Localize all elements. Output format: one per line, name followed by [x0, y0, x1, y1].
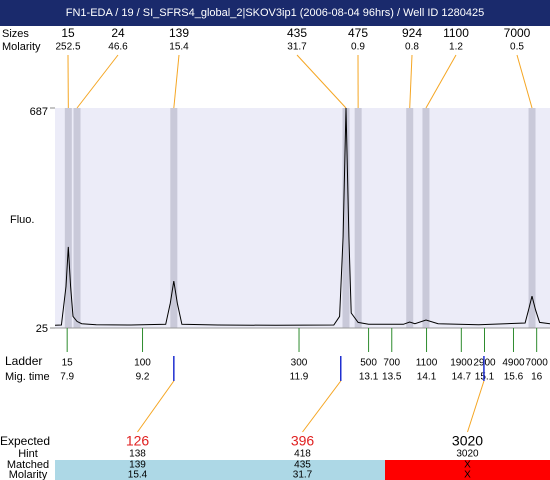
- peak-molarity: 15.4: [169, 42, 189, 53]
- peak-size: 435: [287, 26, 307, 40]
- ladder-size: 7000: [526, 358, 549, 369]
- matched: 435: [294, 460, 311, 471]
- ladder-time: 13.1: [359, 372, 379, 383]
- match-row-bg: [385, 460, 550, 480]
- peak-band: [170, 108, 178, 328]
- molarity: 15.4: [128, 470, 148, 480]
- peak-size: 24: [111, 26, 125, 40]
- peak-size: 1100: [443, 26, 469, 40]
- row-label: Molarity: [9, 469, 48, 480]
- ladder-time: 13.5: [382, 372, 402, 383]
- expected-size: 3020: [452, 433, 483, 449]
- peak-size: 924: [402, 26, 422, 40]
- ladder-time: 11.9: [290, 372, 309, 383]
- ladder-size: 1100: [416, 358, 438, 369]
- row-label: Expected: [0, 434, 50, 448]
- row-label: Hint: [18, 448, 38, 460]
- axis-label: Fluo.: [10, 214, 34, 226]
- peak-molarity: 46.6: [108, 42, 128, 53]
- ladder-size: 300: [291, 358, 308, 369]
- leader-line: [516, 54, 533, 109]
- peak-molarity: 0.9: [351, 42, 365, 53]
- title: FN1-EDA / 19 / SI_SFRS4_global_2|SKOV3ip…: [66, 7, 484, 19]
- ladder-time: 14.1: [417, 372, 437, 383]
- peak-band: [64, 108, 72, 328]
- peak-size: 139: [169, 26, 189, 40]
- peak-size: 475: [348, 26, 368, 40]
- expected-size: 396: [291, 433, 315, 449]
- ladder-size: 15: [62, 358, 74, 369]
- peak-band: [422, 108, 430, 328]
- leader-line: [137, 380, 175, 433]
- hint: 3020: [456, 449, 479, 460]
- peak-molarity: 1.2: [449, 42, 463, 53]
- ladder-size: 700: [383, 358, 400, 369]
- row-label: Mig. time: [5, 371, 50, 383]
- row-label: Ladder: [5, 354, 42, 368]
- peak-molarity: 0.5: [510, 42, 524, 53]
- trace: [54, 107, 550, 326]
- leader-line: [425, 54, 457, 109]
- ladder-time: 16: [531, 372, 543, 383]
- leader-line: [302, 380, 342, 433]
- peak-band: [528, 108, 536, 328]
- ladder-size: 500: [360, 358, 377, 369]
- ladder-time: 15.1: [475, 372, 495, 383]
- title-bar: [0, 0, 550, 26]
- peak-molarity: 31.7: [287, 42, 307, 53]
- peak-molarity: 0.8: [405, 42, 419, 53]
- ladder-time: 7.9: [60, 372, 74, 383]
- ladder-time: 14.7: [452, 372, 472, 383]
- match-row-bg: [220, 460, 385, 480]
- hint: 138: [129, 449, 146, 460]
- hint: 418: [294, 449, 311, 460]
- peak-band: [406, 108, 414, 328]
- leader-line: [76, 54, 119, 109]
- matched: 139: [129, 460, 146, 471]
- ladder-size: 100: [134, 358, 151, 369]
- y-tick-label: 687: [30, 106, 48, 118]
- peak-size: 7000: [504, 26, 531, 40]
- row-label: Matched: [7, 459, 49, 471]
- row-label: Sizes: [2, 28, 29, 40]
- peak-size: 15: [61, 26, 75, 40]
- peak-band: [354, 108, 362, 328]
- peak-band: [73, 108, 81, 328]
- y-tick-label: 25: [36, 323, 48, 335]
- molarity: 31.7: [293, 470, 313, 480]
- plot-area: [55, 108, 550, 328]
- leader-line: [296, 54, 347, 109]
- ladder-size: 2900: [473, 358, 496, 369]
- leader-line: [173, 54, 180, 109]
- molarity: X: [464, 470, 471, 480]
- leader-line: [467, 380, 485, 433]
- match-row-bg: [55, 460, 220, 480]
- row-label: Molarity: [2, 41, 41, 53]
- ladder-time: 9.2: [136, 372, 150, 383]
- ladder-size: 4900: [502, 358, 525, 369]
- peak-band: [342, 108, 350, 328]
- matched: X: [464, 460, 471, 471]
- ladder-size: 1900: [450, 358, 473, 369]
- leader-line: [409, 54, 413, 109]
- expected-size: 126: [126, 433, 150, 449]
- ladder-time: 15.6: [504, 372, 524, 383]
- peak-molarity: 252.5: [55, 42, 80, 53]
